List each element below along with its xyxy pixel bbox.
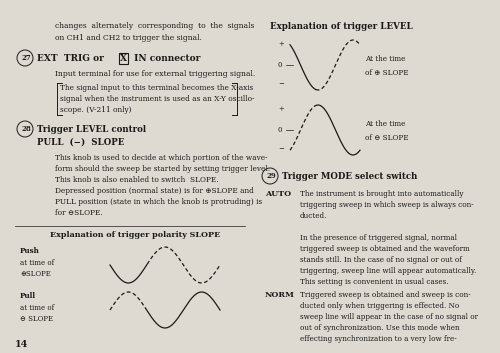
Text: −: −: [278, 145, 284, 153]
Text: Pull: Pull: [20, 292, 36, 300]
Text: At the time: At the time: [365, 55, 406, 63]
Text: 28: 28: [22, 125, 31, 133]
Text: ducted.: ducted.: [300, 212, 328, 220]
Text: of ⊖ SLOPE: of ⊖ SLOPE: [365, 134, 408, 142]
Text: Depressed position (normal state) is for ⊕SLOPE and: Depressed position (normal state) is for…: [55, 187, 254, 195]
Text: This setting is convenient in usual cases.: This setting is convenient in usual case…: [300, 278, 448, 286]
Text: stands still. In the case of no signal or out of: stands still. In the case of no signal o…: [300, 256, 462, 264]
Text: 27: 27: [22, 54, 31, 62]
Text: on CH1 and CH2 to trigger the signal.: on CH1 and CH2 to trigger the signal.: [55, 34, 202, 42]
Text: 0: 0: [278, 61, 282, 69]
Text: triggered sweep is obtained and the waveform: triggered sweep is obtained and the wave…: [300, 245, 470, 253]
Text: Explanation of trigger LEVEL: Explanation of trigger LEVEL: [270, 22, 413, 31]
Text: scope. (V-211 only): scope. (V-211 only): [60, 106, 132, 114]
Text: EXT  TRIG or: EXT TRIG or: [37, 54, 107, 63]
Text: triggering, sweep line will appear automatically.: triggering, sweep line will appear autom…: [300, 267, 476, 275]
Text: ducted only when triggering is effected. No: ducted only when triggering is effected.…: [300, 302, 459, 310]
Text: NORM: NORM: [265, 291, 295, 299]
Text: Push: Push: [20, 247, 40, 255]
Text: The signal input to this terminal becomes the X-axis: The signal input to this terminal become…: [60, 84, 254, 92]
Text: form should the sweep be started by setting trigger level.: form should the sweep be started by sett…: [55, 165, 270, 173]
Text: Explanation of trigger polarity SLOPE: Explanation of trigger polarity SLOPE: [50, 231, 220, 239]
Text: changes  alternately  corresponding  to  the  signals: changes alternately corresponding to the…: [55, 22, 254, 30]
Text: ⊖ SLOPE: ⊖ SLOPE: [20, 315, 53, 323]
Text: signal when the instrument is used as an X-Y oscillo-: signal when the instrument is used as an…: [60, 95, 254, 103]
Text: effecting synchronization to a very low fre-: effecting synchronization to a very low …: [300, 335, 457, 343]
Text: At the time: At the time: [365, 120, 406, 128]
Text: of ⊕ SLOPE: of ⊕ SLOPE: [365, 69, 408, 77]
Text: Trigger MODE select switch: Trigger MODE select switch: [282, 172, 418, 181]
Text: out of synchronization. Use this mode when: out of synchronization. Use this mode wh…: [300, 324, 460, 332]
Text: +: +: [278, 40, 284, 48]
Text: 29: 29: [266, 172, 276, 180]
Text: Triggered sweep is obtained and sweep is con-: Triggered sweep is obtained and sweep is…: [300, 291, 471, 299]
Text: In the presence of triggered signal, normal: In the presence of triggered signal, nor…: [300, 234, 457, 242]
Text: The instrument is brought into automatically: The instrument is brought into automatic…: [300, 190, 464, 198]
Text: PULL  (−)  SLOPE: PULL (−) SLOPE: [37, 138, 124, 147]
Text: ⊕SLOPE: ⊕SLOPE: [20, 270, 51, 278]
Text: −: −: [278, 80, 284, 88]
Text: sweep line will appear in the case of no signal or: sweep line will appear in the case of no…: [300, 313, 478, 321]
Text: at time of: at time of: [20, 259, 54, 267]
Text: Input terminal for use for external triggering signal.: Input terminal for use for external trig…: [55, 70, 256, 78]
Text: 0: 0: [278, 126, 282, 134]
Text: at time of: at time of: [20, 304, 54, 312]
Text: +: +: [278, 105, 284, 113]
Text: Trigger LEVEL control: Trigger LEVEL control: [37, 125, 146, 134]
Text: triggering sweep in which sweep is always con-: triggering sweep in which sweep is alway…: [300, 201, 474, 209]
Text: for ⊖SLOPE.: for ⊖SLOPE.: [55, 209, 103, 217]
Text: X: X: [120, 54, 127, 63]
Text: 14: 14: [15, 340, 28, 349]
Text: This knob is also enabled to switch  SLOPE.: This knob is also enabled to switch SLOP…: [55, 176, 218, 184]
Text: IN connector: IN connector: [131, 54, 200, 63]
Text: AUTO: AUTO: [265, 190, 291, 198]
Text: PULL position (state in which the knob is protruding) is: PULL position (state in which the knob i…: [55, 198, 262, 206]
Text: This knob is used to decide at which portion of the wave-: This knob is used to decide at which por…: [55, 154, 268, 162]
